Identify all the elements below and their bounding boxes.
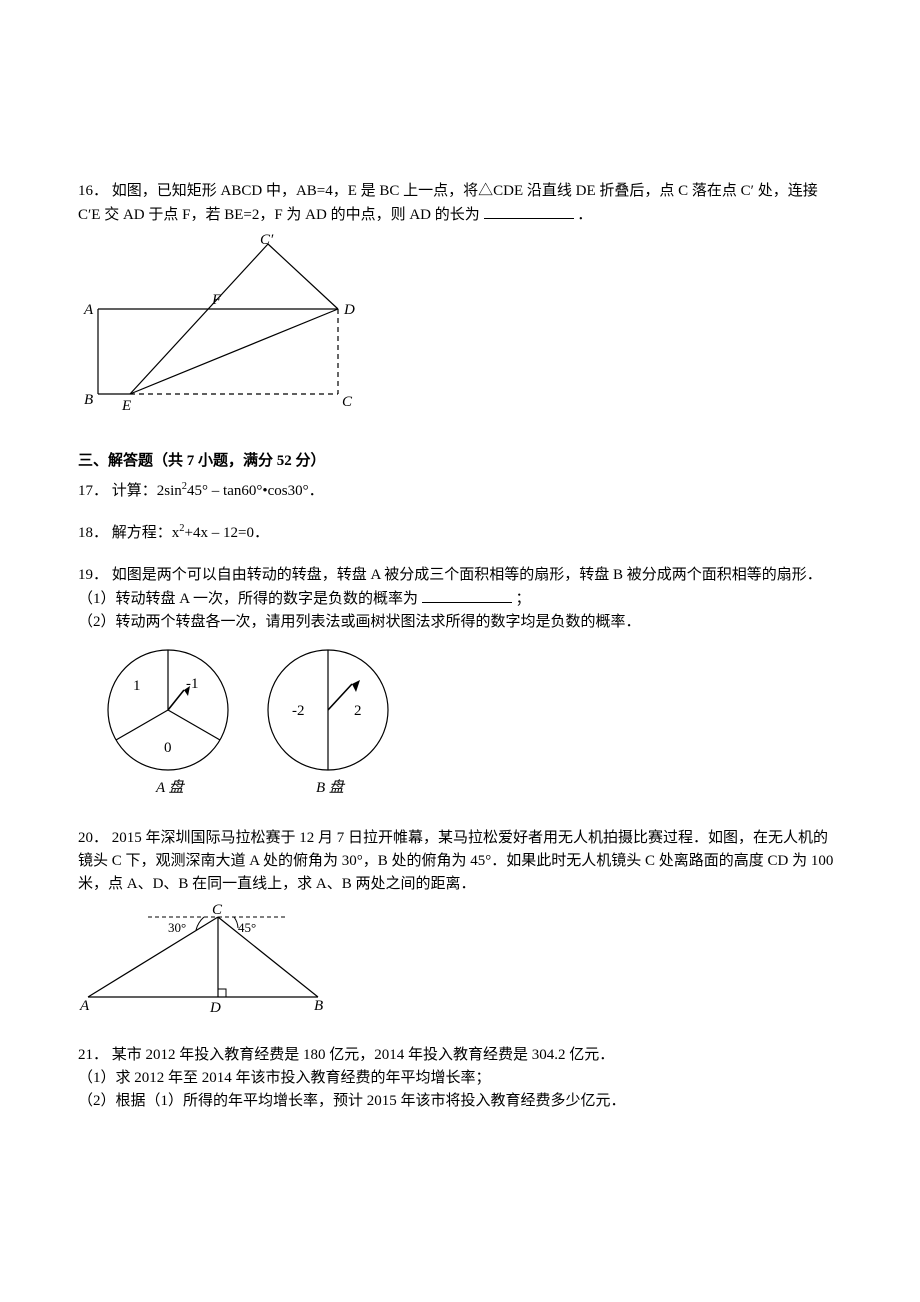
svg-text:B: B <box>84 392 93 408</box>
svg-text:C: C <box>212 902 223 918</box>
section-3-header: 三、解答题（共 7 小题，满分 52 分） <box>78 450 842 473</box>
problem-20-text: 2015 年深圳国际马拉松赛于 12 月 7 日拉开帷幕，某马拉松爱好者用无人机… <box>78 830 833 893</box>
svg-text:C′: C′ <box>260 234 274 248</box>
problem-16-text: 如图，已知矩形 ABCD 中，AB=4，E 是 BC 上一点，将△CDE 沿直线… <box>78 183 818 223</box>
svg-text:1: 1 <box>133 678 141 694</box>
problem-17-text-a: 计算：2sin <box>112 483 182 499</box>
svg-text:30°: 30° <box>168 920 186 935</box>
problem-17-text-b: 45° – tan60°•cos30°． <box>187 483 324 499</box>
svg-text:A 盘: A 盘 <box>155 779 186 796</box>
problem-21-q2: （2）根据（1）所得的年平均增长率，预计 2015 年该市将投入教育经费多少亿元… <box>78 1093 626 1109</box>
svg-text:F: F <box>211 292 222 308</box>
svg-text:2: 2 <box>354 703 362 719</box>
svg-text:B: B <box>314 998 323 1014</box>
problem-19-blank <box>422 587 512 603</box>
problem-18: 18． 解方程：x2+4x – 12=0． <box>78 521 842 545</box>
problem-20-num: 20． <box>78 830 108 846</box>
problem-20: 20． 2015 年深圳国际马拉松赛于 12 月 7 日拉开帷幕，某马拉松爱好者… <box>78 827 842 1026</box>
svg-text:A: A <box>83 302 94 318</box>
problem-19-q1a: （1）转动转盘 A 一次，所得的数字是负数的概率为 <box>78 591 418 607</box>
svg-text:0: 0 <box>164 740 172 756</box>
geometry-fold-icon: A B C D E F C′ <box>78 234 378 414</box>
problem-18-text-a: 解方程：x <box>112 525 180 541</box>
svg-text:D: D <box>343 302 355 318</box>
problem-19: 19． 如图是两个可以自由转动的转盘，转盘 A 被分成三个面积相等的扇形，转盘 … <box>78 564 842 809</box>
page-root: 16． 如图，已知矩形 ABCD 中，AB=4，E 是 BC 上一点，将△CDE… <box>0 0 920 1191</box>
svg-text:C: C <box>342 394 353 410</box>
problem-19-intro: 如图是两个可以自由转动的转盘，转盘 A 被分成三个面积相等的扇形，转盘 B 被分… <box>112 567 822 583</box>
svg-text:B 盘: B 盘 <box>316 779 346 796</box>
svg-text:-2: -2 <box>292 703 305 719</box>
problem-17-num: 17． <box>78 483 108 499</box>
problem-18-num: 18． <box>78 525 108 541</box>
problem-16-num: 16． <box>78 183 108 199</box>
problem-21-q1: （1）求 2012 年至 2014 年该市投入教育经费的年平均增长率； <box>78 1070 491 1086</box>
problem-19-q2: （2）转动两个转盘各一次，请用列表法或画树状图法求所得的数字均是负数的概率． <box>78 614 641 630</box>
problem-18-text-b: +4x – 12=0． <box>185 525 269 541</box>
problem-16: 16． 如图，已知矩形 ABCD 中，AB=4，E 是 BC 上一点，将△CDE… <box>78 180 842 422</box>
problem-21: 21． 某市 2012 年投入教育经费是 180 亿元，2014 年投入教育经费… <box>78 1044 842 1114</box>
problem-21-intro: 某市 2012 年投入教育经费是 180 亿元，2014 年投入教育经费是 30… <box>112 1047 615 1063</box>
problem-16-period: ． <box>577 207 592 223</box>
svg-text:A: A <box>79 998 90 1014</box>
problem-19-diagram: 1 -1 0 A 盘 -2 2 B 盘 <box>78 640 842 808</box>
problem-17: 17． 计算：2sin245° – tan60°•cos30°． <box>78 479 842 503</box>
spinners-icon: 1 -1 0 A 盘 -2 2 B 盘 <box>78 640 418 800</box>
svg-text:D: D <box>209 1000 221 1016</box>
problem-20-diagram: 30° 45° A B C D <box>78 902 842 1025</box>
problem-19-q1b: ； <box>516 591 531 607</box>
problem-16-blank <box>484 203 574 219</box>
problem-21-num: 21． <box>78 1047 108 1063</box>
problem-19-num: 19． <box>78 567 108 583</box>
problem-16-diagram: A B C D E F C′ <box>78 234 842 422</box>
drone-elevation-icon: 30° 45° A B C D <box>78 902 338 1017</box>
svg-text:45°: 45° <box>238 920 256 935</box>
svg-text:E: E <box>121 398 131 414</box>
